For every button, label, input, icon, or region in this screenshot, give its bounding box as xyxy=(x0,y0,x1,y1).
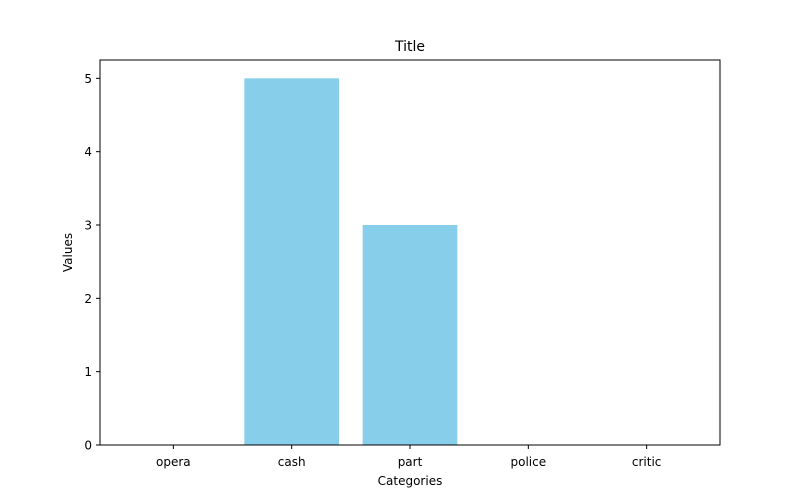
x-axis-label: Categories xyxy=(378,474,443,488)
bar-cash xyxy=(244,78,340,445)
chart-title: Title xyxy=(394,39,425,55)
plot-area-frame xyxy=(99,59,721,446)
y-axis-label: Values xyxy=(61,233,75,272)
y-tick-label: 0 xyxy=(84,439,92,453)
y-tick-label: 1 xyxy=(84,365,92,379)
y-axis-ticks: 0 1 2 3 4 5 xyxy=(84,72,100,453)
x-tick-label: cash xyxy=(278,455,306,469)
x-tick-label: police xyxy=(511,455,547,469)
bars-layer xyxy=(244,78,458,445)
x-tick-label: opera xyxy=(156,455,191,469)
y-tick-label: 5 xyxy=(84,72,92,86)
y-tick-label: 2 xyxy=(84,292,92,306)
x-axis-ticks: opera cash part police critic xyxy=(156,445,661,469)
x-tick-label: part xyxy=(398,455,423,469)
y-tick-label: 3 xyxy=(84,219,92,233)
y-tick-label: 4 xyxy=(84,145,92,159)
bar-part xyxy=(362,225,458,445)
x-tick-label: critic xyxy=(632,455,662,469)
